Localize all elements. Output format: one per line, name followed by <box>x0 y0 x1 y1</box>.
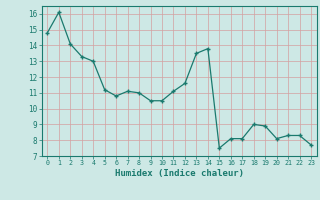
X-axis label: Humidex (Indice chaleur): Humidex (Indice chaleur) <box>115 169 244 178</box>
